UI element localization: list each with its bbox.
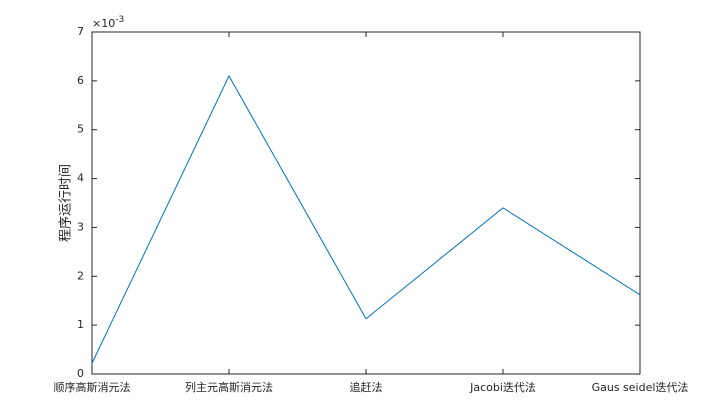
y-tick-label: 2 — [77, 269, 84, 282]
y-multiplier-exponent: -3 — [115, 15, 124, 25]
x-tick-label: 顺序高斯消元法 — [54, 380, 131, 394]
x-tick-label: 列主元高斯消元法 — [185, 380, 273, 394]
x-tick-label: Jacobi迭代法 — [469, 380, 536, 394]
x-tick-label: 追赶法 — [350, 380, 383, 394]
y-tick-label: 6 — [77, 74, 84, 87]
y-tick-label: 4 — [77, 172, 84, 185]
plot-frame — [91, 31, 641, 375]
x-tick-label: Gaus seidel迭代法 — [592, 380, 689, 394]
y-tick-label: 3 — [77, 220, 84, 233]
y-axis-label: 程序运行时间 — [59, 164, 74, 242]
y-tick-label: 0 — [77, 367, 84, 380]
line — [91, 74, 641, 364]
y-tick-label: 7 — [77, 25, 84, 38]
y-tick-label: 5 — [77, 123, 84, 136]
y-multiplier-base: ×10 — [92, 17, 115, 30]
y-tick-label: 1 — [77, 318, 84, 331]
y-multiplier: ×10-3 — [92, 15, 124, 31]
